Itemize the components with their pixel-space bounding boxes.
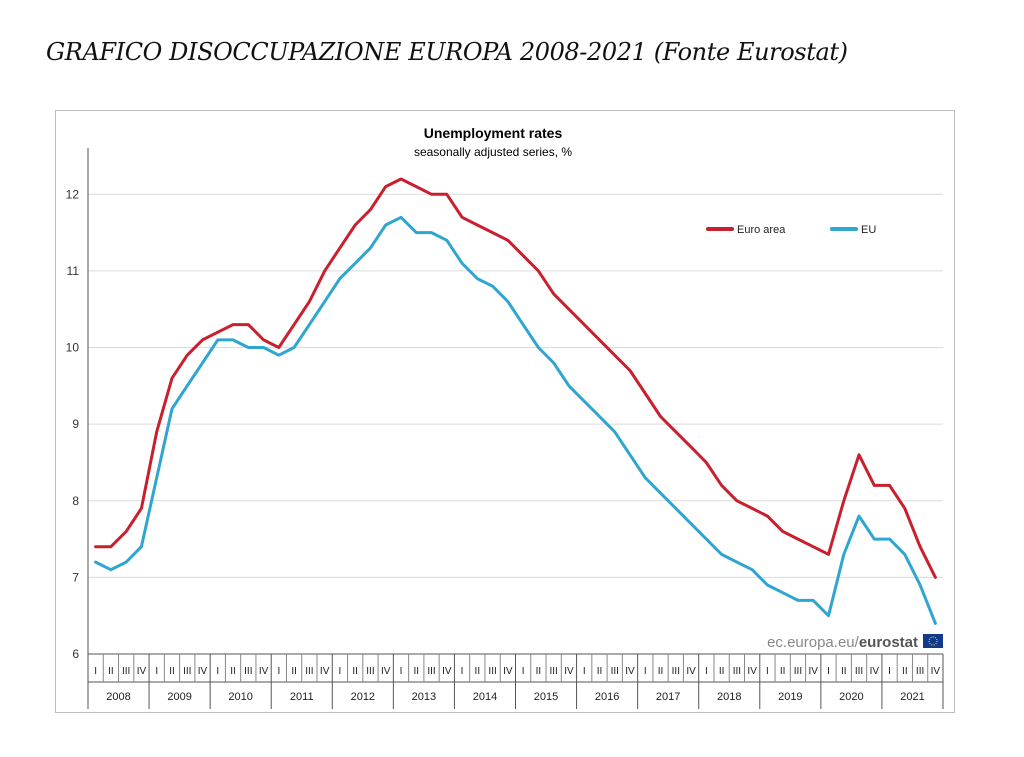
quarter-label: III xyxy=(916,666,924,677)
year-label: 2009 xyxy=(167,691,191,703)
quarter-label: III xyxy=(488,666,496,677)
source-prefix: ec.europa.eu/ xyxy=(767,634,860,651)
quarter-label: II xyxy=(230,666,236,677)
y-tick-label: 10 xyxy=(66,341,80,355)
series-lines xyxy=(94,177,937,625)
quarter-label: IV xyxy=(259,666,269,677)
quarter-label: III xyxy=(244,666,252,677)
quarter-label: IV xyxy=(503,666,513,677)
quarter-label: I xyxy=(583,666,586,677)
quarter-label: IV xyxy=(442,666,452,677)
quarter-label: I xyxy=(644,666,647,677)
year-label: 2011 xyxy=(290,691,314,703)
quarter-label: IV xyxy=(198,666,208,677)
y-axis: 6 7 8 9 10 11 12 xyxy=(66,148,89,661)
quarter-label: I xyxy=(766,666,769,677)
y-tick-label: 11 xyxy=(67,264,80,278)
quarter-label: III xyxy=(794,666,802,677)
year-label: 2017 xyxy=(656,691,680,703)
quarter-label: I xyxy=(705,666,708,677)
quarter-label: III xyxy=(366,666,374,677)
quarter-label: I xyxy=(461,666,464,677)
unemployment-chart: Unemployment rates seasonally adjusted s… xyxy=(66,125,944,709)
quarter-label: IV xyxy=(320,666,330,677)
year-label: 2012 xyxy=(351,691,375,703)
quarter-label: II xyxy=(658,666,664,677)
quarter-label: III xyxy=(183,666,191,677)
chart-title: Unemployment rates xyxy=(424,125,563,141)
y-tick-label: 8 xyxy=(72,494,79,508)
quarter-label: I xyxy=(339,666,342,677)
quarter-label: IV xyxy=(747,666,757,677)
year-label: 2014 xyxy=(473,691,497,703)
quarter-label: II xyxy=(841,666,847,677)
quarter-label: II xyxy=(291,666,297,677)
quarter-label: I xyxy=(827,666,830,677)
quarter-label: III xyxy=(733,666,741,677)
quarter-label: I xyxy=(400,666,403,677)
quarter-label: IV xyxy=(625,666,635,677)
quarter-label: III xyxy=(549,666,557,677)
quarter-label: II xyxy=(597,666,603,677)
quarter-label: I xyxy=(155,666,158,677)
year-label: 2018 xyxy=(717,691,741,703)
page-title: GRAFICO DISOCCUPAZIONE EUROPA 2008-2021 … xyxy=(46,38,848,66)
y-tick-label: 6 xyxy=(72,647,79,661)
quarter-label: II xyxy=(413,666,419,677)
y-tick-label: 7 xyxy=(72,570,79,584)
eu-flag-icon xyxy=(923,634,943,648)
quarter-label: III xyxy=(611,666,619,677)
quarter-label: I xyxy=(94,666,97,677)
year-label: 2020 xyxy=(839,691,863,703)
year-label: 2010 xyxy=(228,691,252,703)
quarter-label: III xyxy=(427,666,435,677)
source-text: ec.europa.eu/eurostat xyxy=(767,634,918,651)
quarter-label: IV xyxy=(564,666,574,677)
year-label: 2008 xyxy=(106,691,130,703)
source-note: ec.europa.eu/eurostat xyxy=(767,634,943,651)
quarter-label: II xyxy=(902,666,908,677)
quarter-label: II xyxy=(169,666,175,677)
series-line-eu xyxy=(94,215,937,625)
year-label: 2013 xyxy=(412,691,436,703)
gridlines xyxy=(88,193,943,655)
quarter-label: II xyxy=(108,666,114,677)
quarter-label: III xyxy=(855,666,863,677)
quarter-label: III xyxy=(305,666,313,677)
quarter-label: IV xyxy=(686,666,696,677)
legend-label: EU xyxy=(861,224,876,236)
chart-frame: Unemployment rates seasonally adjusted s… xyxy=(55,110,955,713)
y-tick-label: 12 xyxy=(66,187,80,201)
quarter-label: III xyxy=(672,666,680,677)
quarter-label: IV xyxy=(137,666,147,677)
y-tick-label: 9 xyxy=(72,417,79,431)
legend: Euro area EU xyxy=(706,224,876,236)
year-label: 2016 xyxy=(595,691,619,703)
quarter-label: I xyxy=(522,666,525,677)
quarter-label: I xyxy=(216,666,219,677)
chart-subtitle: seasonally adjusted series, % xyxy=(414,145,572,159)
quarter-label: IV xyxy=(870,666,880,677)
quarter-label: III xyxy=(122,666,130,677)
legend-label: Euro area xyxy=(737,224,786,236)
source-brand: eurostat xyxy=(859,634,918,651)
year-label: 2019 xyxy=(778,691,802,703)
year-label: 2015 xyxy=(534,691,558,703)
quarter-label: I xyxy=(888,666,891,677)
quarter-label: IV xyxy=(931,666,941,677)
quarter-label: II xyxy=(719,666,725,677)
quarter-label: II xyxy=(780,666,786,677)
quarter-label: IV xyxy=(808,666,818,677)
quarter-label: II xyxy=(352,666,358,677)
quarter-label: IV xyxy=(381,666,391,677)
quarter-label: I xyxy=(277,666,280,677)
year-label: 2021 xyxy=(900,691,924,703)
quarter-label: II xyxy=(475,666,481,677)
series-line-euro-area xyxy=(94,177,937,579)
quarter-label: II xyxy=(536,666,542,677)
